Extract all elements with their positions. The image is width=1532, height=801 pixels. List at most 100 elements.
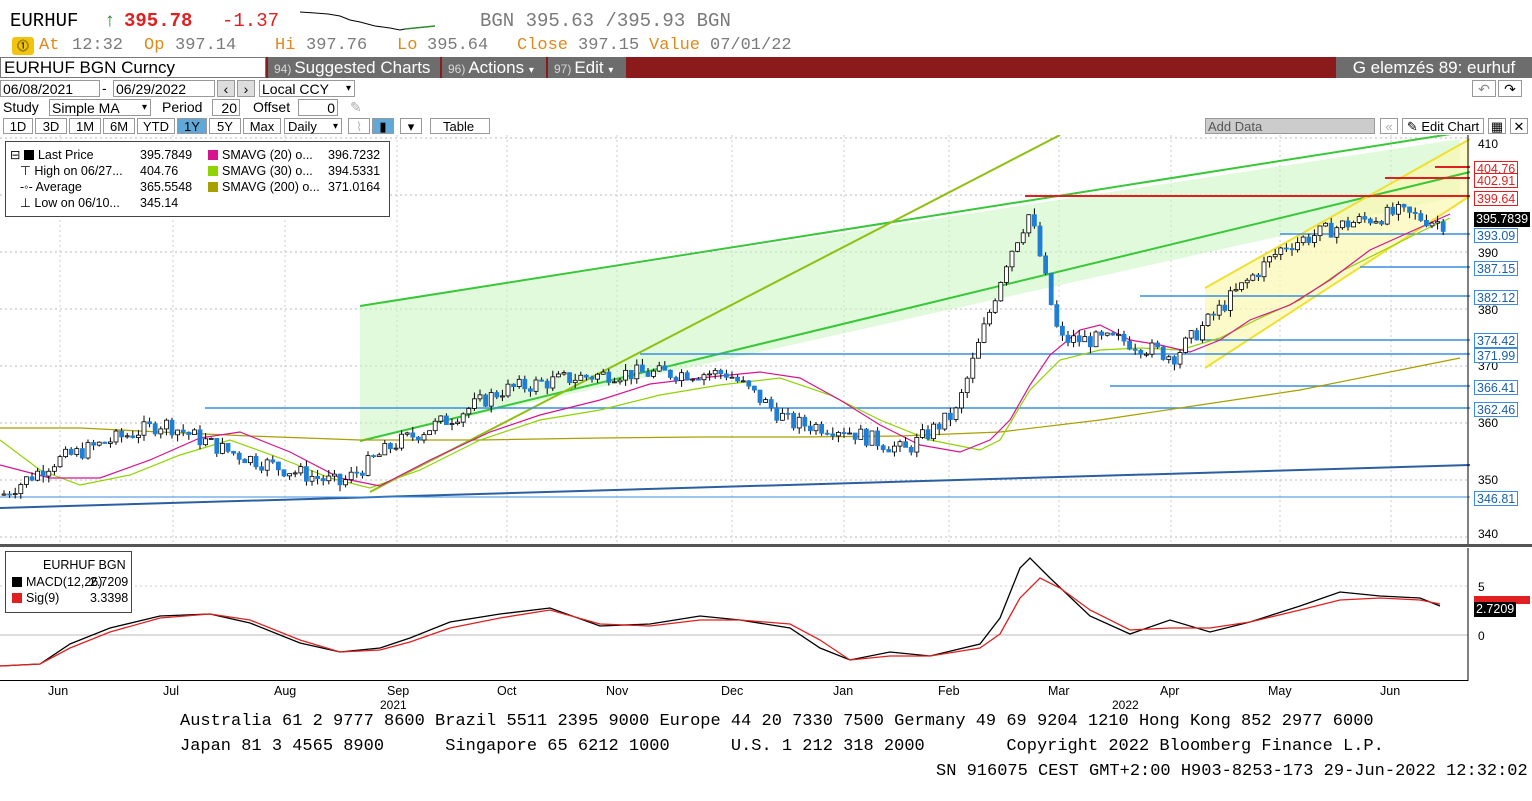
- candle: [651, 370, 656, 377]
- candle: [550, 376, 556, 389]
- candle: [948, 412, 953, 420]
- timeframe-1m[interactable]: 1M: [69, 118, 101, 134]
- timeframe-1y[interactable]: 1Y: [177, 118, 207, 134]
- macd-chart[interactable]: [0, 548, 1532, 681]
- edit-menu[interactable]: 97) Edit ▾: [548, 57, 626, 78]
- candle: [376, 454, 382, 457]
- year-2022: 2022: [1112, 698, 1139, 712]
- period-input[interactable]: 20: [212, 99, 240, 116]
- candle: [505, 383, 511, 397]
- candle: [673, 377, 679, 382]
- candle: [259, 466, 265, 471]
- candle: [253, 455, 259, 468]
- legend-sma30: 394.5331: [328, 164, 381, 178]
- timeframe-5y[interactable]: 5Y: [209, 118, 241, 134]
- suggested-charts-button[interactable]: 94) Suggested Charts: [268, 57, 440, 78]
- close-icon[interactable]: ✕: [1510, 118, 1528, 134]
- chart-legend[interactable]: ⊟ Last Price 395.7849 ⊤ High on 06/27...…: [5, 141, 390, 217]
- candle: [275, 461, 281, 471]
- candle: [1093, 331, 1099, 348]
- candle: [1228, 290, 1233, 311]
- candle: [85, 442, 91, 459]
- study-select[interactable]: Simple MA ▾: [49, 99, 151, 116]
- month-aug: Aug: [274, 684, 297, 698]
- candle: [1155, 342, 1160, 348]
- candle: [1183, 337, 1188, 353]
- collapse-icon[interactable]: «: [1380, 118, 1398, 134]
- edit-chart-button[interactable]: ✎ Edit Chart: [1402, 118, 1484, 134]
- next-arrow-icon[interactable]: ›: [237, 80, 255, 97]
- candle: [1435, 221, 1440, 224]
- bid-ask: BGN 395.63 /395.93 BGN: [480, 10, 731, 32]
- label-macd-last: 2.7209: [1474, 602, 1517, 617]
- candle: [656, 365, 662, 372]
- redo-icon[interactable]: ↷: [1498, 80, 1522, 97]
- candle: [1188, 330, 1194, 339]
- security-field[interactable]: EURHUF BGN Curncy: [0, 57, 266, 78]
- currency-select[interactable]: Local CCY ▾: [259, 80, 355, 97]
- price-chart[interactable]: [0, 135, 1532, 547]
- candle: [281, 469, 287, 477]
- label-399: 399.64: [1474, 191, 1519, 206]
- signal-value: 3.3398: [90, 591, 129, 605]
- line-chart-icon[interactable]: ⌇: [348, 118, 370, 134]
- candle: [908, 446, 914, 453]
- label-362: 362.46: [1474, 402, 1519, 417]
- candle: [869, 430, 875, 446]
- tick-360: 360: [1478, 416, 1499, 430]
- candle: [359, 472, 365, 476]
- alert-icon[interactable]: ⓵: [12, 37, 34, 55]
- timeframe-6m[interactable]: 6M: [103, 118, 135, 134]
- candle: [976, 341, 981, 359]
- candle: [124, 435, 130, 438]
- candle: [163, 419, 169, 430]
- candle: [225, 442, 231, 452]
- prev-arrow-icon[interactable]: ‹: [217, 80, 235, 97]
- candle: [628, 370, 634, 380]
- candle: [690, 378, 696, 381]
- timeframe-ytd[interactable]: YTD: [137, 118, 175, 134]
- date-from-input[interactable]: 06/08/2021: [0, 80, 100, 97]
- candle: [735, 376, 740, 382]
- timeframe-max[interactable]: Max: [243, 118, 281, 134]
- table-button[interactable]: Table: [430, 118, 490, 134]
- candle: [1295, 242, 1300, 251]
- month-jun-2022: Jun: [1380, 684, 1401, 698]
- candle: [169, 419, 175, 436]
- candle: [992, 300, 998, 313]
- actions-menu[interactable]: 96) Actions ▾: [442, 57, 546, 78]
- candle: [1261, 261, 1267, 278]
- candle: [471, 398, 477, 409]
- undo-icon[interactable]: ↶: [1472, 80, 1496, 97]
- lo-label: Lo: [397, 36, 418, 55]
- collapse-icon[interactable]: ⊟: [10, 148, 24, 162]
- date-to-input[interactable]: 06/29/2022: [113, 80, 215, 97]
- settings-icon[interactable]: ▦: [1488, 118, 1506, 134]
- candle: [1026, 214, 1032, 234]
- legend-last-price: 395.7849: [140, 148, 193, 162]
- candle: [1132, 348, 1138, 351]
- add-data-input[interactable]: Add Data: [1205, 118, 1375, 134]
- month-may: May: [1268, 684, 1292, 698]
- timeframe-3d[interactable]: 3D: [35, 118, 67, 134]
- candle: [1004, 266, 1009, 283]
- candle: [780, 412, 785, 421]
- candle: [1015, 242, 1020, 252]
- timeframe-1d[interactable]: 1D: [3, 118, 33, 134]
- candle: [1440, 221, 1446, 232]
- tick-410: 410: [1478, 137, 1499, 151]
- chart-type-dropdown-icon[interactable]: ▾: [400, 118, 422, 134]
- candle: [522, 378, 528, 390]
- candle: [914, 437, 920, 453]
- macd-legend[interactable]: EURHUF BGN MACD(12,26) 2.7209 Sig(9) 3.3…: [5, 551, 132, 613]
- candle: [1060, 325, 1065, 336]
- panel-divider[interactable]: [0, 544, 1532, 547]
- candle: [1412, 211, 1418, 214]
- candle-chart-icon[interactable]: ▮: [372, 118, 394, 134]
- interval-select[interactable]: Daily ▾: [284, 118, 342, 134]
- label-402: 402.91: [1474, 173, 1519, 188]
- offset-input[interactable]: 0: [298, 99, 338, 116]
- candle: [1272, 254, 1278, 258]
- pencil-icon[interactable]: ✎: [350, 99, 362, 115]
- candle: [561, 372, 567, 375]
